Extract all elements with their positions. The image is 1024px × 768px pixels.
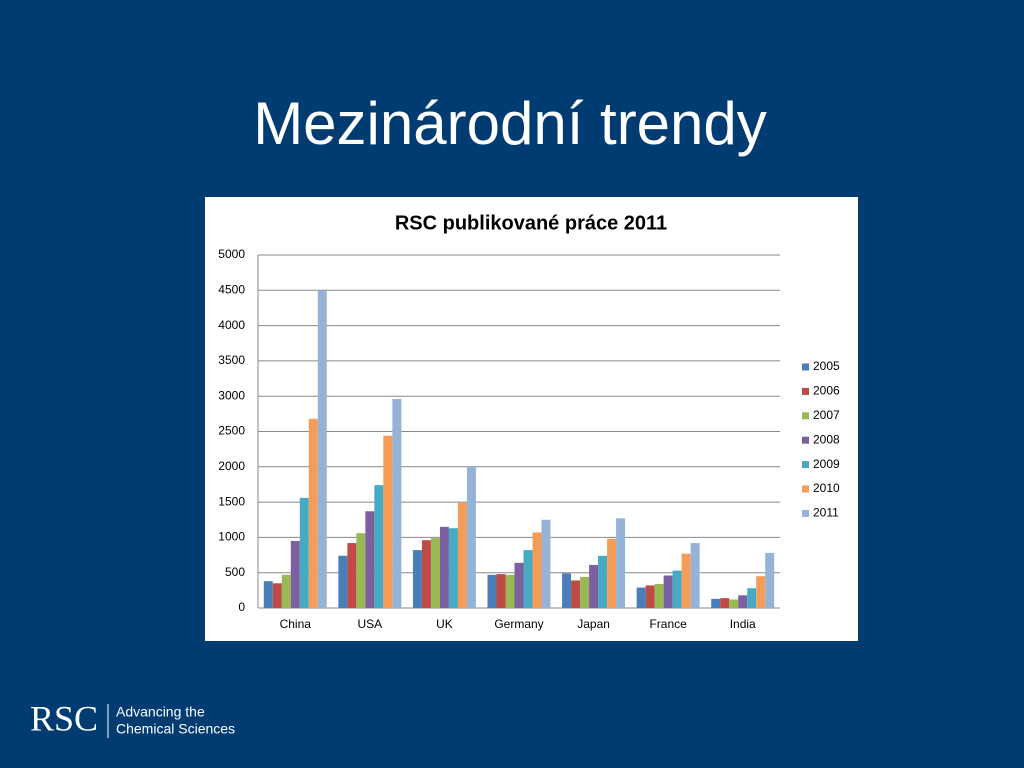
y-tick-label: 4000 [218, 318, 245, 332]
bar [720, 598, 730, 608]
bar [571, 580, 581, 608]
bar [487, 574, 497, 608]
bar [711, 598, 721, 608]
bar [308, 418, 318, 608]
legend-label: 2009 [813, 457, 840, 471]
bar [281, 574, 291, 608]
legend-label: 2011 [813, 506, 839, 520]
slide-title: Mezinárodní trendy [253, 90, 767, 157]
bar [290, 540, 300, 608]
x-tick-label: India [730, 617, 756, 631]
bar [374, 485, 384, 608]
bar [589, 564, 599, 608]
legend-swatch [802, 509, 809, 517]
bar [272, 583, 282, 608]
bar [598, 555, 608, 608]
bar [562, 573, 572, 608]
legend-swatch [802, 436, 809, 444]
bar [532, 532, 542, 608]
x-tick-label: China [280, 617, 312, 631]
bar [505, 574, 515, 608]
legend-swatch [802, 387, 809, 395]
bar [347, 543, 357, 608]
legend-swatch [802, 485, 809, 493]
bar [466, 466, 476, 608]
legend-label: 2008 [813, 432, 840, 446]
bar [690, 543, 700, 608]
bar [729, 599, 739, 608]
bar [523, 550, 533, 608]
legend-label: 2010 [813, 481, 840, 495]
logo-tagline: Advancing the [116, 704, 205, 720]
bar [263, 581, 273, 608]
bar [672, 570, 682, 608]
legend-label: 2006 [813, 384, 840, 398]
bar [636, 587, 646, 608]
bar [541, 519, 551, 608]
bar [747, 588, 757, 608]
y-tick-label: 3500 [218, 353, 245, 367]
bar [457, 502, 467, 608]
y-tick-label: 1000 [218, 530, 245, 544]
bar [338, 555, 348, 608]
legend-swatch [802, 363, 809, 371]
x-tick-label: Germany [494, 617, 543, 631]
bar [756, 576, 766, 608]
bar [299, 497, 309, 608]
bar [430, 538, 440, 608]
y-tick-label: 0 [238, 600, 245, 614]
legend-label: 2005 [813, 359, 840, 373]
bar [448, 528, 458, 608]
bar [681, 553, 691, 608]
y-tick-label: 4500 [218, 282, 245, 296]
y-tick-label: 3000 [218, 388, 245, 402]
bar [765, 552, 775, 608]
x-tick-label: France [649, 617, 687, 631]
x-tick-label: Japan [577, 617, 610, 631]
bar [383, 435, 393, 608]
y-tick-label: 500 [225, 565, 245, 579]
y-tick-label: 2500 [218, 424, 245, 438]
x-tick-label: USA [358, 617, 383, 631]
bar [421, 540, 431, 608]
bar [663, 575, 673, 608]
bar [412, 550, 422, 608]
legend-swatch [802, 412, 809, 420]
legend-label: 2007 [813, 408, 840, 422]
legend-swatch [802, 461, 809, 469]
logo-tagline: Chemical Sciences [116, 721, 235, 737]
bar [496, 574, 506, 608]
bar [580, 576, 590, 608]
bar [356, 533, 366, 608]
bar [392, 399, 402, 608]
x-tick-label: UK [436, 617, 453, 631]
bar [738, 595, 748, 608]
bar [607, 538, 617, 608]
bar [645, 585, 655, 608]
logo-mark: RSC [30, 698, 98, 738]
bar [439, 526, 449, 608]
y-tick-label: 5000 [218, 247, 245, 261]
y-tick-label: 2000 [218, 459, 245, 473]
bar [616, 518, 626, 608]
bar [317, 290, 327, 608]
bar [365, 511, 375, 608]
y-tick-label: 1500 [218, 494, 245, 508]
chart-title: RSC publikované práce 2011 [395, 212, 667, 234]
bar [514, 562, 524, 608]
bar [654, 583, 664, 608]
